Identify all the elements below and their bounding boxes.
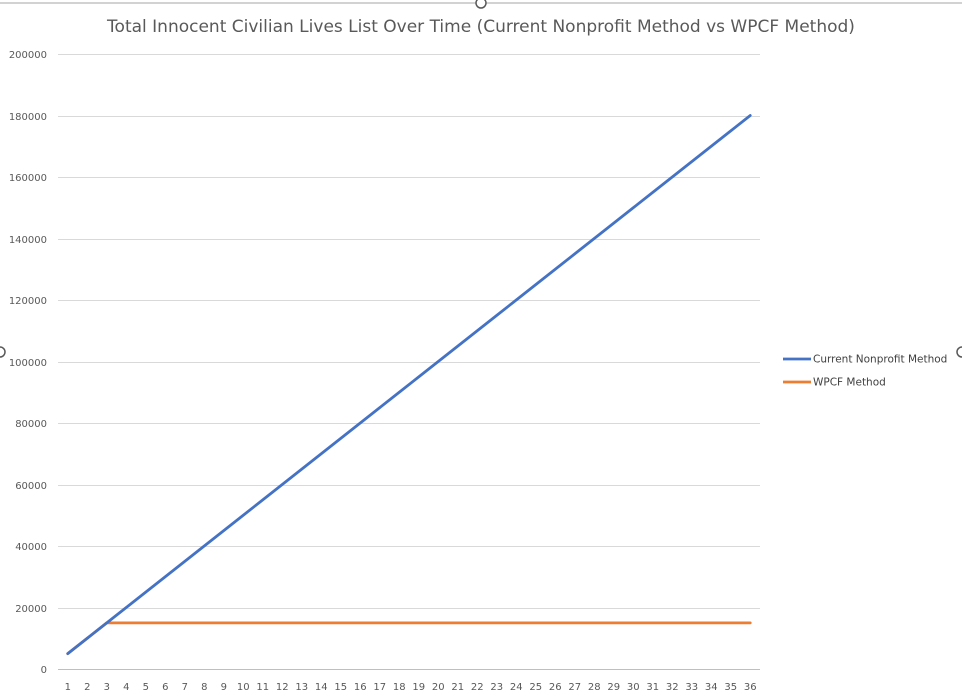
x-tick-label: 5 [143, 682, 149, 693]
chart-title: Total Innocent Civilian Lives List Over … [106, 17, 855, 37]
legend-label: Current Nonprofit Method [813, 354, 947, 366]
x-tick-label: 7 [182, 682, 188, 693]
x-tick-label: 11 [256, 682, 269, 693]
x-tick-label: 19 [412, 682, 425, 693]
x-tick-label: 28 [588, 682, 601, 693]
x-tick-label: 23 [490, 682, 503, 693]
x-tick-label: 12 [276, 682, 289, 693]
y-tick-label: 140000 [9, 235, 47, 246]
x-tick-label: 27 [568, 682, 581, 693]
legend[interactable]: Current Nonprofit Method WPCF Method [783, 354, 947, 389]
x-tick-label: 17 [373, 682, 386, 693]
y-tick-label: 60000 [15, 481, 47, 492]
x-tick-label: 26 [549, 682, 562, 693]
gridlines [58, 54, 760, 609]
x-tick-label: 35 [724, 682, 737, 693]
x-tick-label: 21 [451, 682, 464, 693]
y-axis-tick-labels: 0 20000 40000 60000 80000 100000 120000 140000 1… [9, 50, 47, 676]
x-tick-label: 24 [510, 682, 523, 693]
x-tick-label: 9 [221, 682, 227, 693]
series-line-wpcf-method[interactable] [66, 621, 752, 656]
x-tick-label: 16 [354, 682, 367, 693]
series-line-current-nonprofit-method[interactable] [66, 114, 752, 656]
y-tick-label: 100000 [9, 358, 47, 369]
x-tick-label: 18 [393, 682, 406, 693]
x-axis-tick-labels: 1 2 3 4 5 6 7 8 9 10 11 12 13 14 15 16 17 18 19 20 21 22 23 24 2… [65, 682, 757, 693]
y-tick-label: 200000 [9, 50, 47, 61]
x-tick-label: 10 [237, 682, 250, 693]
y-tick-label: 180000 [9, 112, 47, 123]
x-tick-label: 1 [65, 682, 71, 693]
legend-label: WPCF Method [813, 377, 886, 389]
x-tick-label: 22 [471, 682, 484, 693]
selection-handles[interactable] [0, 0, 962, 358]
x-tick-label: 33 [685, 682, 698, 693]
x-tick-label: 15 [334, 682, 347, 693]
x-tick-label: 2 [84, 682, 90, 693]
x-tick-label: 25 [529, 682, 542, 693]
x-tick-label: 34 [705, 682, 718, 693]
x-tick-label: 4 [123, 682, 129, 693]
x-tick-label: 14 [315, 682, 328, 693]
x-tick-label: 8 [201, 682, 207, 693]
y-tick-label: 120000 [9, 296, 47, 307]
x-tick-label: 29 [607, 682, 620, 693]
plot-series[interactable] [66, 114, 752, 656]
y-tick-label: 0 [41, 665, 47, 676]
y-tick-label: 160000 [9, 173, 47, 184]
resize-handle[interactable] [0, 346, 6, 358]
x-tick-label: 31 [646, 682, 659, 693]
x-tick-label: 6 [162, 682, 168, 693]
x-tick-label: 36 [744, 682, 757, 693]
y-tick-label: 80000 [15, 419, 47, 430]
x-tick-label: 13 [295, 682, 308, 693]
x-tick-label: 20 [432, 682, 445, 693]
resize-handle[interactable] [956, 346, 962, 358]
x-tick-label: 30 [627, 682, 640, 693]
x-tick-label: 3 [104, 682, 110, 693]
y-tick-label: 20000 [15, 604, 47, 615]
resize-handle[interactable] [475, 0, 487, 9]
x-tick-label: 32 [666, 682, 679, 693]
y-tick-label: 40000 [15, 542, 47, 553]
